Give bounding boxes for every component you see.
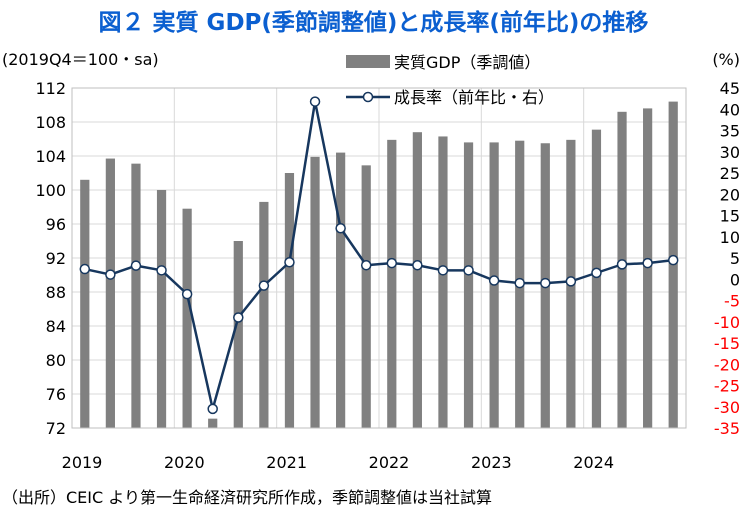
gdp-bar [105,158,115,429]
left-axis-ticks: 72 76 80 84 88 92 96 100 104 108 112 [35,79,66,438]
right-tick-label: 10 [720,228,740,247]
growth-point [667,254,679,266]
left-tick-label: 100 [35,181,66,200]
growth-point [309,96,321,107]
growth-point [79,263,91,275]
growth-point [207,403,218,415]
growth-point [181,288,193,300]
growth-point [386,257,398,269]
gdp-bar [336,152,346,428]
left-tick-label: 92 [46,249,66,268]
gdp-bar [182,208,192,428]
x-year-label: 2022 [369,453,410,472]
growth-point [284,257,295,268]
growth-point [233,312,244,323]
gdp-bar [412,132,422,428]
right-tick-label: -35 [714,419,740,438]
gdp-bar [259,201,269,428]
growth-point [463,265,474,276]
right-tick-label: 5 [730,249,740,268]
right-tick-label: -20 [714,355,740,374]
left-tick-label: 112 [35,79,66,98]
right-tick-label: -10 [714,313,740,332]
left-tick-label: 96 [46,215,66,234]
growth-point [488,275,500,286]
left-tick-label: 72 [46,419,66,438]
right-tick-label: 20 [720,185,740,204]
growth-point [591,267,602,279]
x-year-label: 2021 [266,453,307,472]
growth-point [616,259,628,270]
legend-bar-swatch [346,55,390,68]
right-tick-label: -30 [714,398,740,417]
gdp-bar [438,136,448,428]
right-axis-label: (%) [712,50,740,69]
x-year-label: 2023 [471,453,512,472]
growth-point [565,276,577,287]
growth-point [258,280,270,291]
growth-point [335,223,346,234]
right-tick-label: -25 [714,377,740,396]
right-tick-label: 25 [720,164,740,183]
right-tick-label: 45 [720,79,740,98]
x-year-label: 2019 [62,453,103,472]
x-axis-labels: 2019 2020 2021 2022 2023 2024 [62,453,614,472]
left-axis-label: (2019Q4＝100・sa) [2,50,159,69]
growth-point [540,277,551,289]
gdp-bar [80,179,90,428]
growth-point [412,259,423,271]
growth-point [105,269,116,280]
source-note: （出所）CEIC より第一生命経済研究所作成，季節調整値は当社試算 [2,488,492,507]
legend-line-marker [362,91,374,103]
right-axis-ticks: -35 -30 -25 -20 -15 -10 -5 0 5 10 15 20 25 30 35 40 45 [714,79,740,438]
gdp-bar [131,163,141,428]
left-tick-label: 88 [46,283,66,302]
right-tick-label: 0 [730,270,740,289]
growth-point [130,260,142,271]
gdp-bar [617,111,627,429]
right-tick-label: 30 [720,143,740,162]
legend-bar-label: 実質GDP（季調値） [394,53,540,72]
legend-line-label: 成長率（前年比・右） [394,88,554,107]
x-year-label: 2024 [573,453,614,472]
left-tick-label: 76 [46,385,66,404]
growth-point [642,257,653,269]
gdp-bar [284,173,295,428]
x-year-label: 2020 [164,453,205,472]
right-tick-label: -5 [724,292,740,311]
line-series [79,96,679,415]
growth-point [514,277,525,289]
left-tick-label: 108 [35,113,66,132]
right-tick-label: -15 [714,334,740,353]
gdp-bar [310,156,320,428]
right-tick-label: 15 [720,207,740,226]
left-tick-label: 80 [46,351,66,370]
growth-point [360,259,372,271]
gdp-bar [387,139,397,428]
gdp-bar [591,129,602,428]
plot-frame [71,87,687,429]
gdp-bar [156,190,167,428]
left-tick-label: 84 [46,317,66,336]
chart-title: 図２ 実質 GDP(季節調整値)と成長率(前年比)の推移 [98,10,649,36]
gdp-bar [361,165,371,428]
right-tick-label: 35 [720,122,740,141]
growth-point [437,265,449,276]
gdp-bar [208,418,218,428]
left-tick-label: 104 [35,147,66,166]
gdp-bar [463,142,474,428]
growth-point [156,265,167,276]
gdp-bar [233,241,243,428]
legend: 実質GDP（季調値） 成長率（前年比・右） [346,53,554,107]
right-tick-label: 40 [720,100,740,119]
